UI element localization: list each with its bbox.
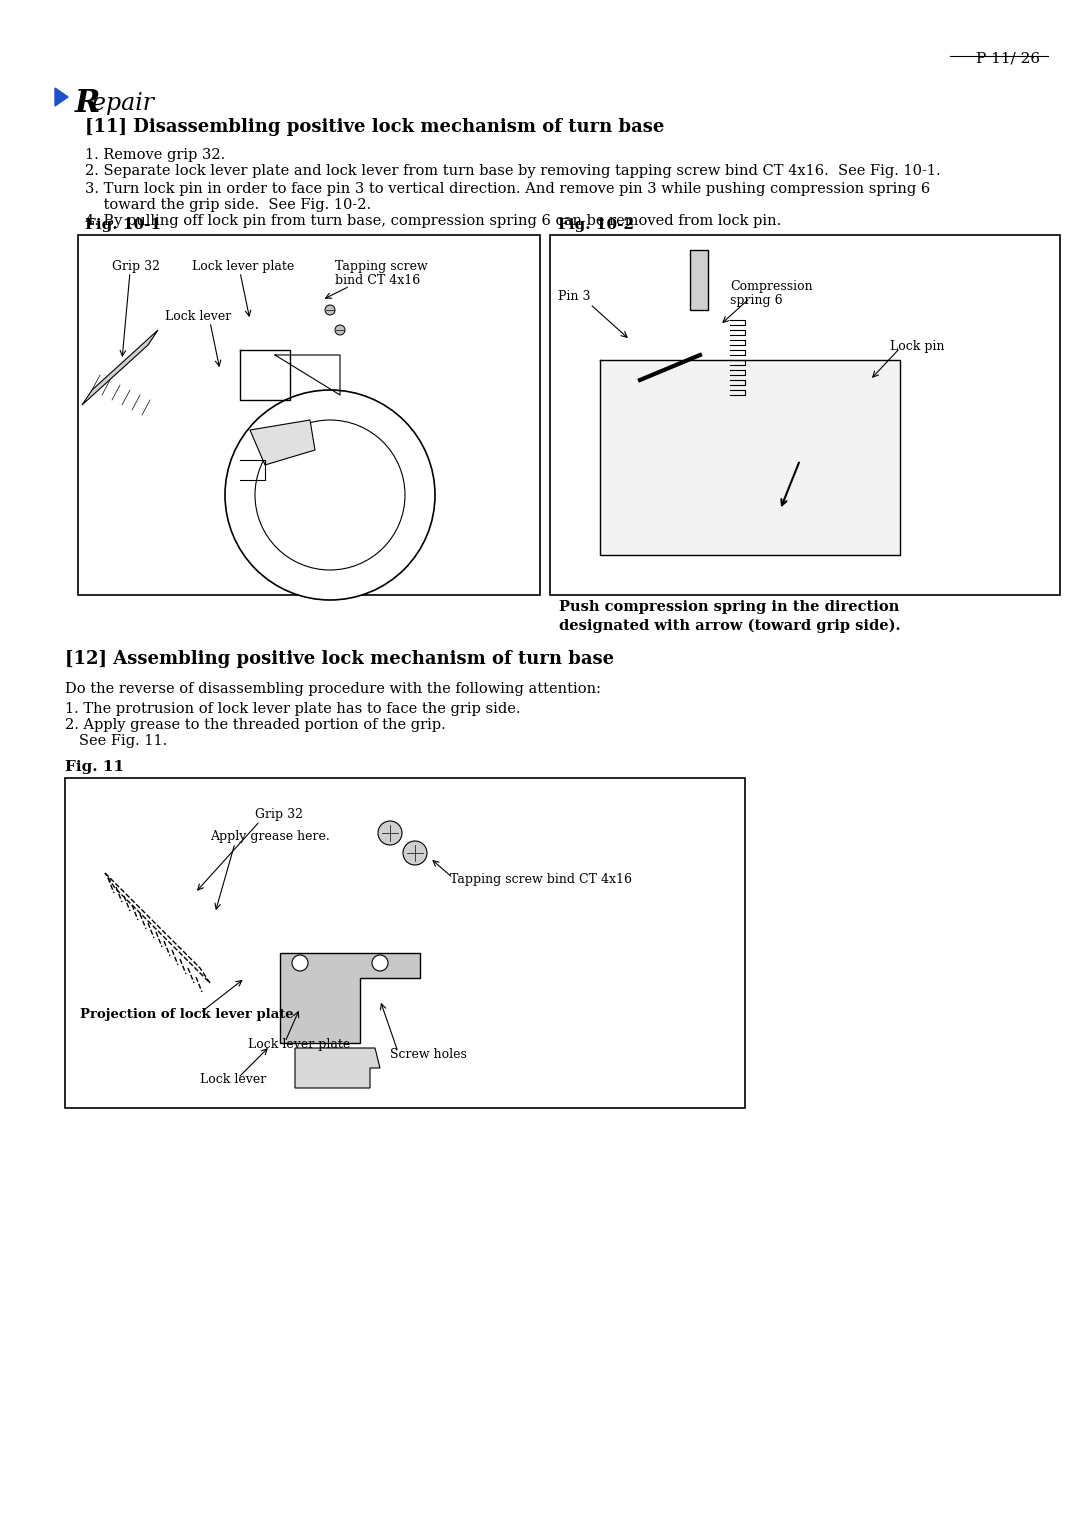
Text: Fig. 11: Fig. 11 xyxy=(65,759,124,775)
Circle shape xyxy=(292,955,308,970)
Text: Push compression spring in the direction
designated with arrow (toward grip side: Push compression spring in the direction… xyxy=(559,601,901,633)
Circle shape xyxy=(225,390,435,601)
Text: [12] Assembling positive lock mechanism of turn base: [12] Assembling positive lock mechanism … xyxy=(65,649,615,668)
Text: Screw holes: Screw holes xyxy=(390,1048,467,1060)
Text: P 11/ 26: P 11/ 26 xyxy=(976,52,1040,66)
Polygon shape xyxy=(82,330,158,405)
Circle shape xyxy=(335,325,345,335)
Text: Projection of lock lever plate: Projection of lock lever plate xyxy=(80,1008,294,1021)
Text: Tapping screw: Tapping screw xyxy=(335,260,428,274)
Text: 1. The protrusion of lock lever plate has to face the grip side.: 1. The protrusion of lock lever plate ha… xyxy=(65,701,521,717)
Text: Lock pin: Lock pin xyxy=(890,341,945,353)
Text: 2. Apply grease to the threaded portion of the grip.: 2. Apply grease to the threaded portion … xyxy=(65,718,446,732)
Text: Do the reverse of disassembling procedure with the following attention:: Do the reverse of disassembling procedur… xyxy=(65,681,600,695)
Text: Fig. 10-2: Fig. 10-2 xyxy=(558,219,634,232)
Text: R: R xyxy=(75,89,100,119)
Circle shape xyxy=(255,420,405,570)
Text: epair: epair xyxy=(92,92,154,115)
Text: Lock lever: Lock lever xyxy=(165,310,231,322)
Text: 3. Turn lock pin in order to face pin 3 to vertical direction. And remove pin 3 : 3. Turn lock pin in order to face pin 3 … xyxy=(85,182,930,196)
Text: spring 6: spring 6 xyxy=(730,293,783,307)
Circle shape xyxy=(403,840,427,865)
Text: [11] Disassembling positive lock mechanism of turn base: [11] Disassembling positive lock mechani… xyxy=(85,118,664,136)
Text: bind CT 4x16: bind CT 4x16 xyxy=(335,274,420,287)
Text: Compression: Compression xyxy=(730,280,812,293)
Bar xyxy=(65,778,745,1108)
Bar xyxy=(550,235,1059,594)
Text: See Fig. 11.: See Fig. 11. xyxy=(65,733,167,749)
Text: toward the grip side.  See Fig. 10-2.: toward the grip side. See Fig. 10-2. xyxy=(85,199,372,212)
Circle shape xyxy=(325,306,335,315)
Text: Lock lever plate: Lock lever plate xyxy=(192,260,294,274)
Text: Grip 32: Grip 32 xyxy=(255,808,303,821)
Polygon shape xyxy=(295,1048,380,1088)
Text: Lock lever plate: Lock lever plate xyxy=(248,1038,350,1051)
Text: 4. By pulling off lock pin from turn base, compression spring 6 can be removed f: 4. By pulling off lock pin from turn bas… xyxy=(85,214,781,228)
Polygon shape xyxy=(249,420,315,465)
Text: 1. Remove grip 32.: 1. Remove grip 32. xyxy=(85,148,226,162)
Bar xyxy=(78,235,540,594)
Polygon shape xyxy=(55,89,68,105)
Text: Grip 32: Grip 32 xyxy=(112,260,160,274)
Circle shape xyxy=(372,955,388,970)
Text: Lock lever: Lock lever xyxy=(200,1073,267,1086)
Text: Fig. 10-1: Fig. 10-1 xyxy=(85,219,161,232)
Text: 2. Separate lock lever plate and lock lever from turn base by removing tapping s: 2. Separate lock lever plate and lock le… xyxy=(85,163,941,177)
Circle shape xyxy=(378,821,402,845)
Text: Apply grease here.: Apply grease here. xyxy=(210,830,329,843)
Polygon shape xyxy=(280,953,420,1044)
Text: Pin 3: Pin 3 xyxy=(558,290,591,303)
Bar xyxy=(690,251,708,310)
Text: Tapping screw bind CT 4x16: Tapping screw bind CT 4x16 xyxy=(450,872,632,886)
